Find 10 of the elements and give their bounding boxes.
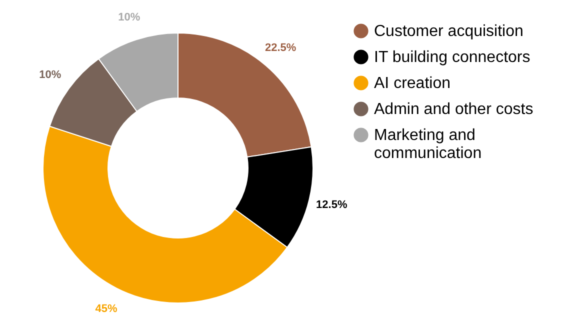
data-label: 10% — [118, 12, 140, 24]
legend-label: Admin and other costs — [374, 101, 534, 118]
data-label: 10% — [39, 69, 62, 82]
data-label: 45% — [95, 302, 118, 315]
data-label: 22.5% — [265, 42, 296, 54]
legend-label: AI creation — [374, 75, 450, 92]
data-label: 12.5% — [316, 198, 348, 211]
legend-label: Marketing and communication — [374, 127, 482, 162]
legend-label: Customer acquisition — [374, 23, 524, 40]
legend-label: IT building connectors — [374, 49, 530, 66]
